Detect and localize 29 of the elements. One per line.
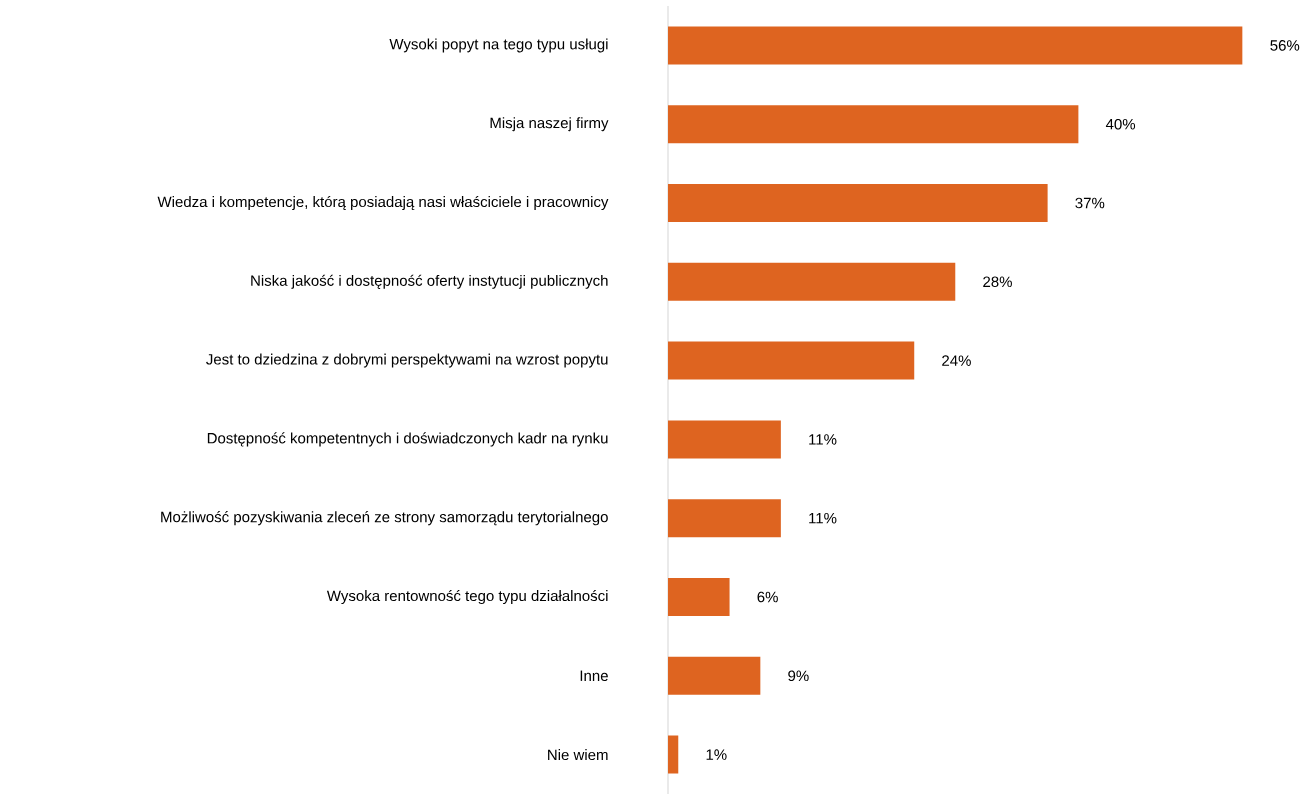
y-tick-label: Jest to dziedzina z dobrymi perspektywami na wzrost popytu xyxy=(206,353,608,368)
data-label: 37% xyxy=(1075,197,1105,209)
bar xyxy=(668,499,781,538)
data-label: 11% xyxy=(809,433,837,445)
bar xyxy=(668,577,730,616)
y-tick-label: Misja naszej firmy xyxy=(490,117,609,131)
data-label: 6% xyxy=(757,591,778,603)
bar xyxy=(668,183,1048,222)
y-tick-label: Wysoka rentowność tego typu działalności xyxy=(326,589,608,604)
data-label: 11% xyxy=(809,512,837,524)
bar xyxy=(668,26,1243,65)
data-label: 40% xyxy=(1105,118,1136,130)
y-tick-label: Inne xyxy=(580,670,608,681)
bar xyxy=(668,420,781,459)
y-tick-label: Niska jakość i dostępność oferty instytucji publicznych xyxy=(251,274,608,289)
y-tick-label: Wiedza i kompetencje, którą posiadają nasi właściciele i pracownicy xyxy=(157,195,609,210)
data-label: 28% xyxy=(983,276,1012,287)
bar xyxy=(668,656,761,695)
data-label: 1% xyxy=(706,749,727,760)
bar xyxy=(668,341,915,380)
y-tick-label: Wysoki popyt na tego typu usługi xyxy=(389,38,608,53)
bar xyxy=(668,262,956,301)
data-label: 56% xyxy=(1270,39,1300,51)
y-tick-label: Dostępność kompetentnych i doświadczonych kadr na rynku xyxy=(207,432,608,447)
y-tick-label: Możliwość pozyskiwania zleceń ze strony samorządu terytorialnego xyxy=(161,510,608,526)
data-label: 9% xyxy=(788,670,809,681)
y-tick-label: Nie wiem xyxy=(548,748,608,760)
bar xyxy=(668,105,1079,144)
data-label: 24% xyxy=(942,355,971,366)
